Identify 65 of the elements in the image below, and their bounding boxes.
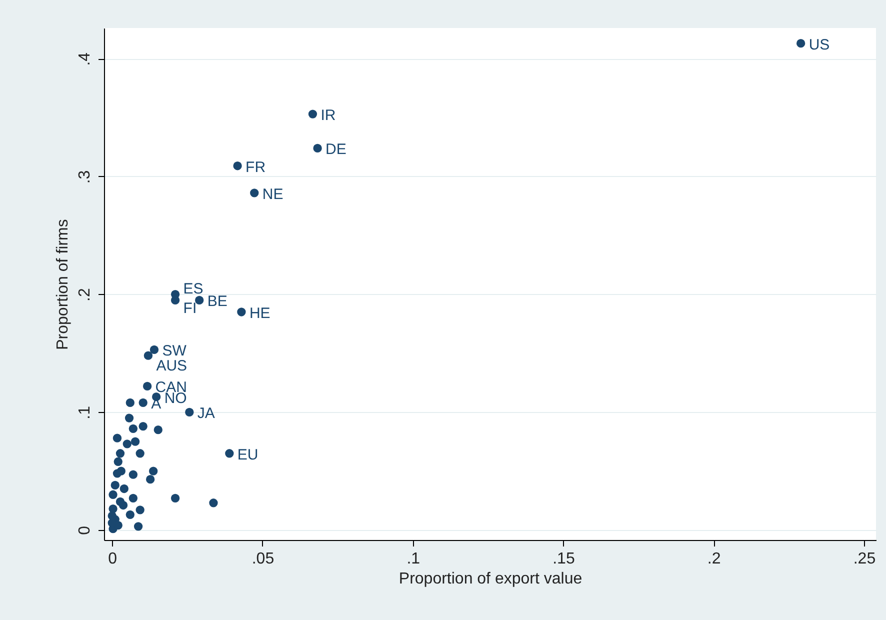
- y-tick-label: 0: [76, 526, 94, 535]
- point: [146, 474, 155, 484]
- annotation: IR: [320, 107, 336, 124]
- y-tick-label: .2: [76, 288, 94, 302]
- x-tick-label: .2: [707, 550, 721, 568]
- point: [128, 424, 138, 433]
- point: [108, 504, 118, 514]
- point: [233, 162, 242, 170]
- annotation: HE: [249, 304, 270, 322]
- x-tick-label: .25: [853, 550, 876, 568]
- annotation: AUS: [156, 358, 188, 375]
- x-tick-label: .1: [406, 550, 420, 568]
- point: [148, 466, 158, 476]
- point: [116, 466, 126, 476]
- annotation: EU: [237, 446, 258, 464]
- point: [130, 437, 140, 446]
- point: [195, 296, 204, 305]
- point: [185, 408, 194, 416]
- point: [134, 522, 143, 531]
- point: [170, 494, 180, 502]
- annotation: BE: [207, 293, 228, 310]
- point: [136, 449, 144, 458]
- point: [313, 144, 322, 153]
- point: [120, 484, 128, 494]
- point: [142, 382, 152, 391]
- point: [138, 398, 148, 408]
- annotation: FI: [183, 300, 197, 318]
- point: [154, 426, 162, 434]
- x-axis-title: Proportion of export value: [398, 570, 582, 588]
- annotation: FR: [246, 158, 266, 176]
- point: [108, 490, 118, 499]
- point: [136, 506, 144, 514]
- point: [122, 440, 132, 448]
- x-tick-label: .15: [552, 550, 575, 568]
- x-tick-label: .05: [252, 550, 274, 568]
- x-tick-label: 0: [108, 550, 118, 568]
- annotation: SW: [162, 342, 188, 360]
- point: [796, 38, 806, 48]
- annotation: NE: [262, 186, 284, 203]
- point: [116, 497, 125, 506]
- point: [114, 457, 122, 466]
- point: [112, 434, 122, 442]
- point: [128, 470, 138, 479]
- point: [116, 449, 125, 458]
- y-tick-label: .3: [76, 170, 94, 184]
- annotation: US: [808, 36, 830, 54]
- point: [126, 398, 134, 408]
- point: [225, 449, 234, 458]
- point: [250, 188, 259, 198]
- point: [110, 480, 120, 490]
- point: [209, 498, 218, 508]
- annotation: JA: [197, 405, 215, 422]
- point: [126, 510, 134, 519]
- point: [138, 422, 148, 431]
- y-tick-label: .1: [76, 406, 94, 420]
- point: [150, 345, 159, 354]
- y-axis-title: Proportion of firms: [54, 219, 72, 350]
- annotation: DE: [326, 141, 346, 158]
- point: [128, 494, 138, 502]
- y-tick-label: .4: [76, 52, 94, 66]
- point: [144, 351, 153, 360]
- point: [308, 110, 318, 118]
- point: [237, 308, 246, 316]
- point: [124, 414, 134, 422]
- annotation: ES: [183, 280, 204, 298]
